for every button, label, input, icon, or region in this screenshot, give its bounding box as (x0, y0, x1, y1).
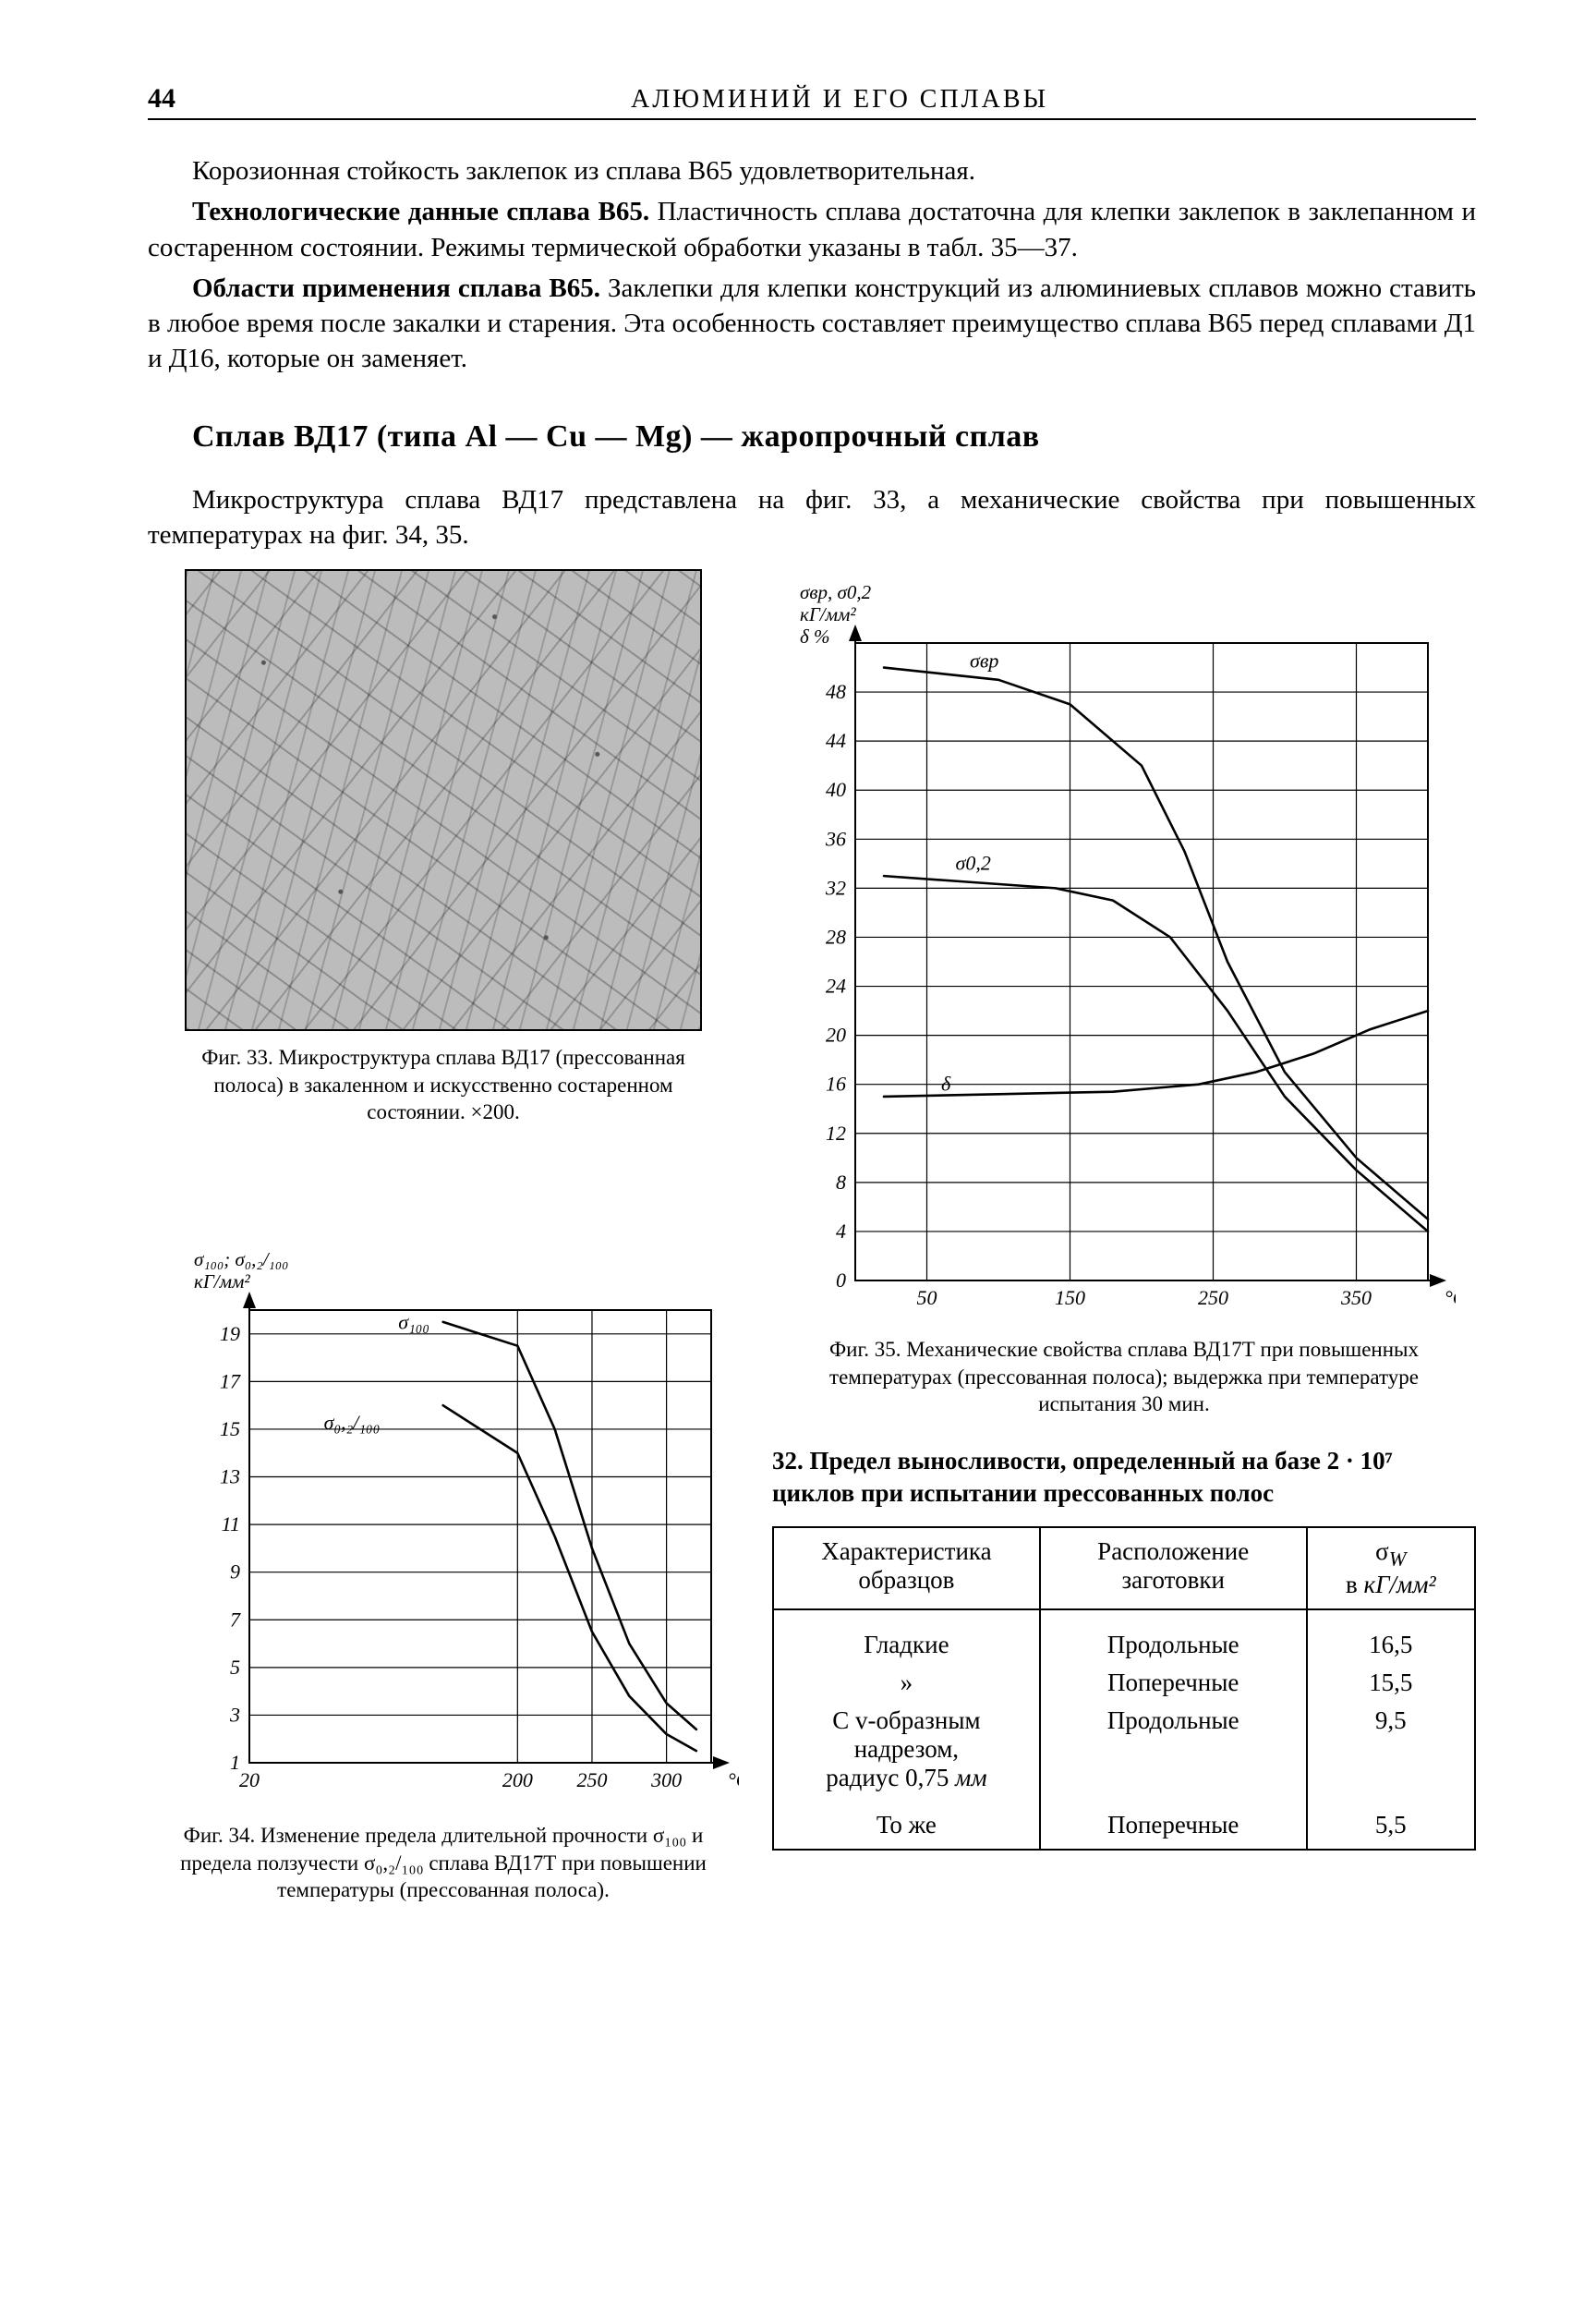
cell: Продольные (1040, 1609, 1307, 1669)
para-application: Области применения сплава В65. Заклепки … (148, 271, 1476, 377)
svg-text:σ₁₀₀: σ₁₀₀ (398, 1311, 429, 1334)
cell: 15,5 (1307, 1669, 1475, 1697)
fig35-chart-wrap: 5015025035004812162024283236404448°Cσвр,… (772, 569, 1476, 1327)
cell: » (773, 1669, 1040, 1697)
cell: То же (773, 1802, 1040, 1850)
table-row: То же Поперечные 5,5 (773, 1802, 1475, 1850)
svg-text:δ %: δ % (800, 625, 830, 648)
table-row: » Поперечные 15,5 (773, 1669, 1475, 1697)
fig34-chart-wrap: 20200250300135791113151719°Cσ₁₀₀; σ₀,₂/₁… (148, 1236, 739, 1809)
para-tech: Технологические данные сплава В65. Пласт… (148, 194, 1476, 265)
svg-text:300: 300 (650, 1768, 682, 1791)
svg-text:20: 20 (826, 1024, 846, 1047)
svg-text:44: 44 (826, 729, 846, 752)
table-row: Гладкие Продольные 16,5 (773, 1609, 1475, 1669)
fig35-chart: 5015025035004812162024283236404448°Cσвр,… (772, 569, 1456, 1327)
page-number: 44 (148, 83, 203, 115)
svg-text:9: 9 (230, 1560, 240, 1584)
table32: Характеристика образцов Расположение заг… (772, 1526, 1476, 1851)
section-title: Сплав ВД17 (типа Al — Cu — Mg) — жаропро… (192, 419, 1476, 455)
svg-text:7: 7 (230, 1608, 241, 1632)
svg-text:5: 5 (230, 1656, 240, 1679)
page-header: 44 АЛЮМИНИЙ И ЕГО СПЛАВЫ (148, 83, 1476, 120)
svg-text:σ₁₀₀; σ₀,₂/₁₀₀: σ₁₀₀; σ₀,₂/₁₀₀ (194, 1248, 288, 1270)
svg-text:16: 16 (826, 1073, 846, 1096)
svg-text:3: 3 (229, 1704, 240, 1727)
table32-col0: Характеристика образцов (773, 1527, 1040, 1609)
svg-text:19: 19 (220, 1322, 240, 1345)
svg-text:°C: °C (1445, 1286, 1456, 1309)
svg-text:13: 13 (220, 1465, 240, 1488)
svg-text:σ0,2: σ0,2 (956, 852, 991, 875)
svg-text:28: 28 (826, 926, 846, 949)
fig33-micrograph (185, 569, 702, 1031)
svg-text:32: 32 (825, 877, 846, 900)
svg-text:12: 12 (826, 1122, 846, 1145)
page: 44 АЛЮМИНИЙ И ЕГО СПЛАВЫ Корозионная сто… (0, 0, 1596, 2306)
running-head: АЛЮМИНИЙ И ЕГО СПЛАВЫ (203, 85, 1476, 115)
svg-text:σвр: σвр (970, 649, 998, 673)
svg-text:20: 20 (239, 1768, 260, 1791)
svg-text:48: 48 (826, 680, 846, 703)
table-row: Характеристика образцов Расположение заг… (773, 1527, 1475, 1609)
cell: 5,5 (1307, 1802, 1475, 1850)
para-intro-vd17: Микроструктура сплава ВД17 представлена … (148, 482, 1476, 553)
table32-col2: σWв кГ/мм² (1307, 1527, 1475, 1609)
cell: Поперечные (1040, 1802, 1307, 1850)
svg-text:1: 1 (230, 1751, 240, 1774)
svg-text:36: 36 (825, 827, 846, 850)
svg-text:350: 350 (1340, 1286, 1372, 1309)
fig34-chart: 20200250300135791113151719°Cσ₁₀₀; σ₀,₂/₁… (148, 1236, 739, 1809)
para-corrosion: Корозионная стойкость заклепок из сплава… (148, 153, 1476, 188)
para-app-lead: Области применения сплава В65. (192, 273, 600, 303)
svg-text:11: 11 (222, 1513, 240, 1536)
svg-text:δ: δ (941, 1072, 951, 1095)
table32-col1: Расположение заготовки (1040, 1527, 1307, 1609)
svg-text:17: 17 (220, 1370, 241, 1393)
cell: Поперечные (1040, 1669, 1307, 1697)
cell: 16,5 (1307, 1609, 1475, 1669)
svg-text:200: 200 (502, 1768, 533, 1791)
fig34-caption: Фиг. 34. Изменение предела длительной пр… (166, 1822, 720, 1903)
svg-text:50: 50 (917, 1286, 937, 1309)
cell: С v-образным надрезом,радиус 0,75 мм (773, 1697, 1040, 1802)
svg-text:15: 15 (220, 1417, 240, 1440)
right-column: 5015025035004812162024283236404448°Cσвр,… (772, 569, 1476, 1904)
svg-text:°C: °C (728, 1768, 739, 1791)
cell: Продольные (1040, 1697, 1307, 1802)
fig33-caption: Фиг. 33. Микроструктура сплава ВД17 (пре… (185, 1044, 702, 1125)
svg-text:σвр, σ0,2: σвр, σ0,2 (800, 581, 872, 603)
svg-text:σ₀,₂/₁₀₀: σ₀,₂/₁₀₀ (324, 1411, 381, 1434)
svg-text:0: 0 (836, 1268, 846, 1292)
svg-text:кГ/мм²: кГ/мм² (800, 603, 856, 625)
svg-text:150: 150 (1055, 1286, 1085, 1309)
table32-title: 32. Предел выносливости, определенный на… (772, 1445, 1476, 1509)
table-row: С v-образным надрезом,радиус 0,75 мм Про… (773, 1697, 1475, 1802)
fig35-caption: Фиг. 35. Механические свойства сплава ВД… (819, 1336, 1429, 1417)
svg-text:8: 8 (836, 1171, 846, 1194)
svg-text:40: 40 (826, 778, 846, 801)
svg-text:4: 4 (836, 1220, 846, 1243)
svg-text:250: 250 (576, 1768, 607, 1791)
svg-text:24: 24 (826, 975, 846, 998)
svg-text:кГ/мм²: кГ/мм² (194, 1270, 250, 1293)
para-tech-lead: Технологические данные сплава В65. (192, 197, 649, 226)
cell: Гладкие (773, 1609, 1040, 1669)
cell: 9,5 (1307, 1697, 1475, 1802)
left-column: Фиг. 33. Микроструктура сплава ВД17 (пре… (148, 569, 739, 1904)
figure-row: Фиг. 33. Микроструктура сплава ВД17 (пре… (148, 569, 1476, 1904)
fig33-texture (187, 571, 700, 1029)
svg-text:250: 250 (1198, 1286, 1228, 1309)
